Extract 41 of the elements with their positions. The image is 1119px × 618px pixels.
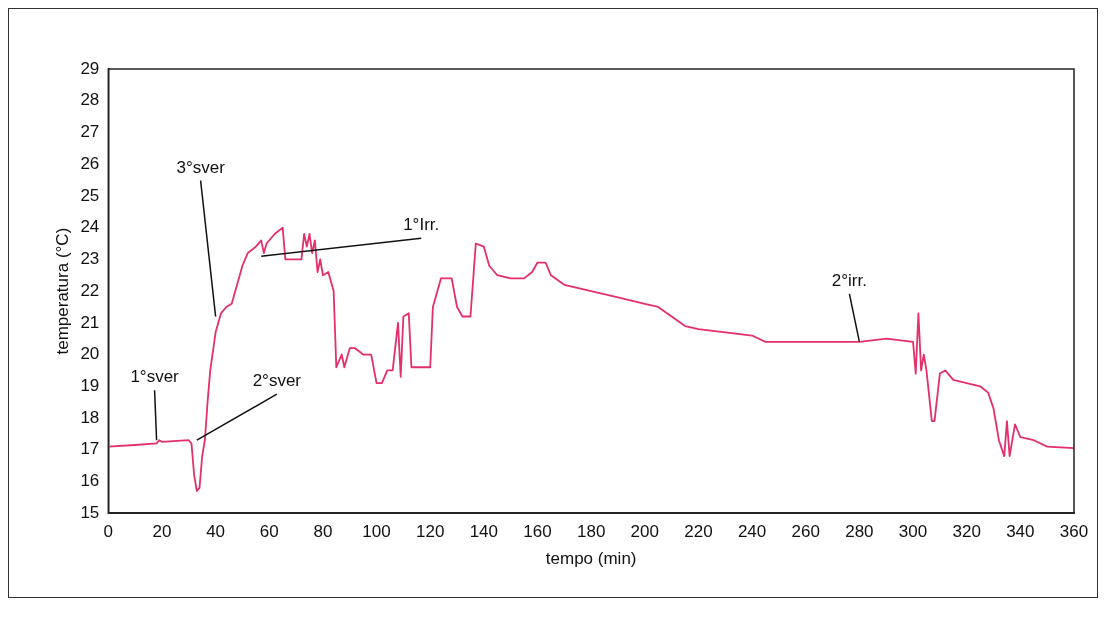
- x-tick-label: 360: [1059, 522, 1089, 542]
- x-tick-label: 0: [103, 522, 114, 542]
- y-tick-label: 19: [80, 375, 100, 395]
- y-tick-label: 28: [80, 90, 100, 110]
- x-tick-label: 20: [152, 522, 172, 542]
- x-tick-label: 180: [576, 522, 606, 542]
- y-tick-label: 23: [80, 249, 100, 269]
- annotation: 1°sver: [130, 367, 180, 387]
- y-tick-label: 17: [80, 439, 100, 459]
- x-tick-label: 100: [362, 522, 391, 542]
- y-tick-label: 26: [80, 153, 100, 173]
- x-tick-label: 340: [1006, 522, 1035, 542]
- x-tick-label: 160: [523, 522, 552, 542]
- annotation: 1°Irr.: [403, 215, 440, 235]
- y-tick-label: 22: [80, 280, 100, 300]
- x-tick-label: 40: [206, 522, 226, 542]
- x-tick-label: 240: [737, 522, 767, 542]
- x-tick-label: 300: [898, 522, 928, 542]
- y-tick-label: 25: [80, 185, 100, 205]
- x-axis-title: tempo (min): [545, 549, 637, 569]
- x-tick-label: 200: [630, 522, 659, 542]
- y-tick-label: 24: [80, 217, 100, 237]
- y-tick-label: 18: [80, 407, 100, 427]
- y-tick-label: 16: [80, 471, 100, 491]
- y-axis-title: temperatura (°C): [52, 227, 72, 355]
- y-tick-label: 29: [80, 58, 100, 78]
- y-tick-label: 20: [80, 344, 100, 364]
- annotation: 2°sver: [252, 371, 302, 391]
- x-tick-label: 60: [259, 522, 279, 542]
- annotation: 3°sver: [176, 157, 226, 177]
- y-tick-label: 21: [80, 312, 100, 332]
- x-tick-label: 80: [313, 522, 333, 542]
- y-tick-label: 27: [80, 122, 100, 142]
- x-tick-label: 320: [952, 522, 981, 542]
- x-tick-label: 220: [684, 522, 713, 542]
- x-tick-label: 120: [416, 522, 445, 542]
- annotation: 2°irr.: [831, 271, 867, 291]
- y-tick-label: 15: [80, 502, 100, 522]
- x-tick-label: 260: [791, 522, 820, 542]
- x-tick-label: 140: [469, 522, 499, 542]
- x-tick-label: 280: [845, 522, 874, 542]
